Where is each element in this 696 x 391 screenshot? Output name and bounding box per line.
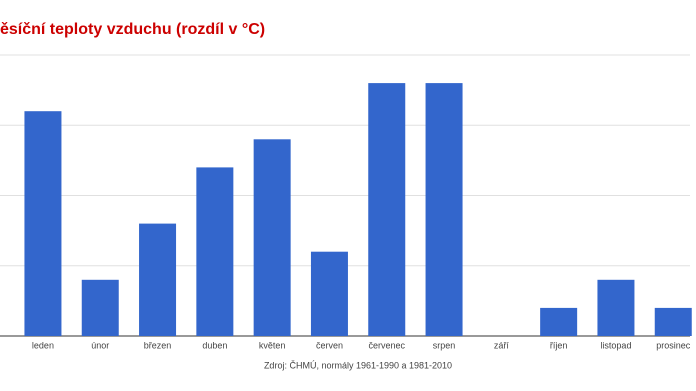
x-tick-label: březen	[144, 340, 172, 350]
x-tick-label: leden	[32, 340, 54, 350]
x-tick-label: květen	[259, 340, 286, 350]
x-tick-label: červen	[316, 340, 343, 350]
bar	[196, 167, 234, 336]
bar	[597, 279, 635, 336]
x-tick-label: únor	[91, 340, 109, 350]
bar	[425, 83, 463, 336]
x-tick-label: červenec	[368, 340, 405, 350]
x-tick-label: srpen	[433, 340, 456, 350]
bar	[253, 139, 291, 336]
bar	[654, 307, 692, 336]
x-tick-label: listopad	[600, 340, 631, 350]
bar	[81, 279, 119, 336]
x-tick-label: říjen	[550, 340, 568, 350]
bar	[310, 251, 348, 336]
x-tick-label: září	[494, 340, 510, 350]
x-tick-label: duben	[202, 340, 227, 350]
bar	[540, 307, 578, 336]
chart-title: ěsíční teploty vzduchu (rozdíl v °C)	[0, 21, 265, 38]
source-note: Zdroj: ČHMÚ, normály 1961-1990 a 1981-20…	[264, 360, 452, 370]
bar	[24, 111, 62, 336]
bar	[139, 223, 177, 336]
x-tick-label: prosinec	[656, 340, 691, 350]
bar	[368, 83, 406, 336]
